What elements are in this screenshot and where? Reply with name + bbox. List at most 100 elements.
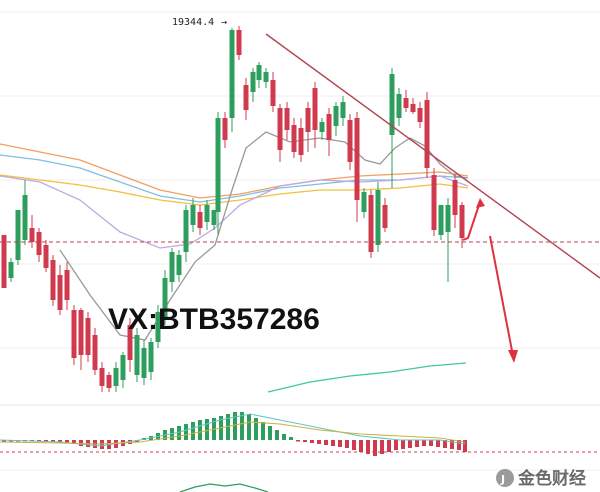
candle-35 [236, 26, 242, 60]
jinse-logo-icon [496, 469, 514, 487]
candle-body [291, 125, 297, 152]
candle-body [270, 80, 276, 106]
candle-body [85, 318, 91, 355]
candle-body [263, 72, 269, 82]
candle-body [22, 195, 28, 240]
candle-body [361, 192, 367, 212]
candle-11 [71, 305, 77, 365]
candle-46 [312, 82, 318, 148]
ma-gray-line [59, 131, 469, 341]
macd-bar-44 [303, 440, 307, 442]
macd-bar-9 [58, 440, 62, 442]
candle-47 [319, 118, 325, 140]
candle-body [8, 262, 14, 278]
macd-dea-line [0, 421, 466, 445]
candle-8 [50, 255, 56, 306]
candle-body [424, 100, 430, 168]
candle-3 [15, 210, 21, 265]
macd-bar-1 [2, 440, 6, 442]
macd-bar-63 [436, 440, 440, 447]
macd-bar-33 [226, 414, 230, 440]
macd-bar-41 [282, 434, 286, 440]
candle-6 [36, 228, 42, 262]
candle-body [106, 375, 112, 388]
candle-31 [211, 210, 217, 230]
candle-13 [85, 312, 91, 362]
candle-20 [134, 328, 140, 382]
lower-indicator-line [179, 483, 269, 492]
candle-body [319, 122, 325, 132]
macd-bar-28 [191, 422, 195, 440]
candle-60 [410, 98, 416, 114]
candle-body [211, 210, 217, 225]
macd-bar-36 [247, 414, 251, 440]
candle-body [127, 325, 133, 360]
ma-cyan-line [267, 362, 467, 393]
ma-orange-line [0, 143, 469, 199]
candle-16 [106, 372, 112, 392]
candle-body [389, 74, 395, 135]
up-arrow-line [462, 201, 481, 241]
candle-body [155, 312, 161, 342]
candle-body [176, 255, 182, 275]
macd-bar-60 [415, 440, 419, 447]
candle-body [113, 368, 119, 386]
macd-bar-64 [443, 440, 447, 448]
macd-bar-43 [296, 440, 300, 442]
candles [1, 26, 465, 392]
candle-28 [190, 198, 196, 232]
macd-bar-30 [205, 419, 209, 440]
candle-2 [8, 258, 14, 282]
macd-bar-61 [422, 440, 426, 446]
macd-bar-46 [317, 440, 321, 444]
candle-body [78, 310, 84, 355]
candle-39 [263, 68, 269, 88]
candle-body [459, 205, 465, 238]
macd-bar-56 [387, 440, 391, 452]
high-price-label: 19344.4 [172, 17, 214, 28]
candle-body [92, 335, 98, 370]
candle-32 [215, 112, 221, 235]
candle-43 [291, 118, 297, 158]
candle-26 [176, 250, 182, 282]
candle-67 [459, 202, 465, 248]
candle-body [50, 260, 56, 300]
macd-bar-66 [457, 440, 461, 450]
candle-9 [57, 265, 63, 315]
jinse-logo-glyph: J [500, 473, 505, 486]
candle-45 [305, 102, 311, 152]
macd-bar-49 [338, 440, 342, 447]
down-arrow-line [489, 235, 514, 357]
candle-57 [389, 68, 395, 188]
candle-23 [155, 305, 161, 348]
macd-bar-55 [380, 440, 384, 454]
candle-49 [333, 102, 339, 136]
macd-bar-48 [331, 440, 335, 446]
candle-body [445, 205, 451, 232]
candle-14 [92, 328, 98, 375]
candle-body [197, 212, 203, 228]
candle-body [15, 210, 21, 260]
macd-panel [0, 412, 600, 492]
macd-bar-39 [268, 426, 272, 440]
candle-body [64, 270, 70, 300]
candle-52 [354, 112, 360, 222]
candle-29 [197, 205, 203, 235]
macd-bar-40 [275, 430, 279, 440]
watermark-text: VX:BTB357286 [108, 303, 320, 336]
macd-bar-10 [65, 440, 69, 443]
candle-body [277, 108, 283, 150]
macd-bar-38 [261, 422, 265, 440]
candle-22 [148, 338, 154, 380]
macd-dif-line [0, 413, 466, 447]
candle-66 [452, 174, 458, 228]
candle-body [340, 102, 346, 118]
candle-body [190, 205, 196, 225]
candle-17 [113, 362, 119, 392]
candle-body [431, 175, 437, 230]
ma-purple-line [0, 175, 469, 249]
candle-body [229, 30, 235, 118]
macd-bar-51 [352, 440, 356, 450]
macd-bar-50 [345, 440, 349, 448]
candle-body [204, 205, 210, 222]
